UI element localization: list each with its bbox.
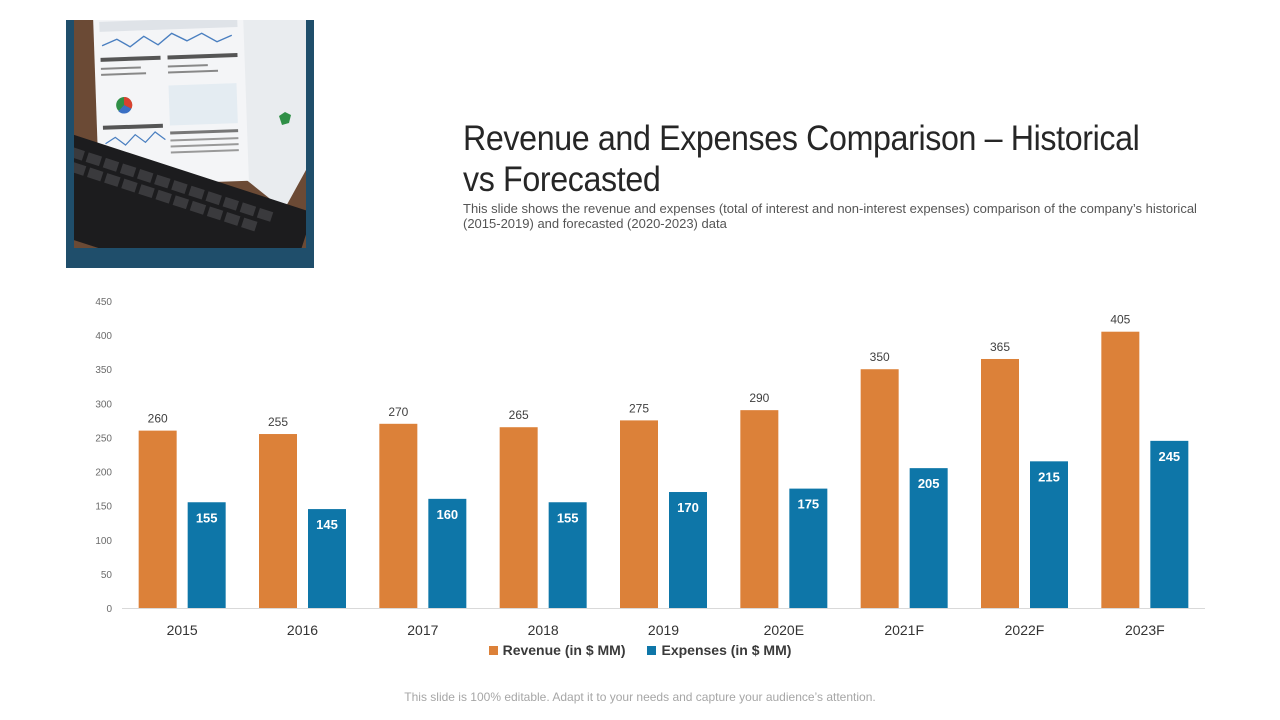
data-label-expenses: 145 [316, 517, 338, 532]
x-tick-label: 2017 [407, 622, 438, 638]
y-tick-label: 150 [95, 502, 112, 513]
data-label-expenses: 215 [1038, 469, 1060, 484]
data-label-revenue: 255 [268, 415, 288, 429]
x-tick-label: 2022F [1005, 622, 1045, 638]
legend-item-expenses: Expenses (in $ MM) [647, 642, 791, 658]
dashboard-photo-illustration [74, 20, 306, 248]
data-label-expenses: 155 [557, 510, 579, 525]
bar-revenue [860, 369, 899, 608]
x-tick-label: 2018 [528, 622, 559, 638]
bar-expenses [1150, 440, 1189, 608]
x-tick-label: 2019 [648, 622, 679, 638]
y-tick-label: 100 [95, 536, 112, 547]
x-tick-label: 2015 [167, 622, 198, 638]
chart-legend: Revenue (in $ MM) Expenses (in $ MM) [0, 642, 1280, 658]
data-label-expenses: 160 [436, 507, 458, 522]
y-tick-label: 250 [95, 433, 112, 444]
data-label-revenue: 270 [388, 405, 408, 419]
data-label-revenue: 265 [509, 408, 529, 422]
y-tick-label: 350 [95, 365, 112, 376]
y-tick-label: 0 [106, 604, 112, 615]
bar-revenue [259, 434, 297, 608]
data-label-revenue: 290 [749, 391, 769, 405]
slide-title: Revenue and Expenses Comparison – Histor… [463, 119, 1140, 199]
bar-expenses [428, 498, 467, 608]
data-label-expenses: 170 [677, 500, 699, 515]
legend-swatch-revenue [488, 645, 498, 655]
bar-expenses [1030, 461, 1068, 608]
bar-expenses [308, 509, 346, 608]
y-tick-label: 400 [95, 331, 112, 342]
data-label-revenue: 365 [990, 340, 1010, 354]
data-label-expenses: 155 [196, 510, 218, 525]
x-tick-label: 2023F [1125, 622, 1165, 638]
dashboard-photo [74, 20, 306, 248]
data-label-revenue: 260 [148, 412, 168, 426]
data-label-revenue: 405 [1110, 313, 1130, 327]
data-label-revenue: 275 [629, 401, 649, 415]
bar-expenses [669, 492, 707, 608]
data-label-revenue: 350 [870, 350, 890, 364]
bar-revenue [620, 420, 658, 608]
x-tick-label: 2020E [764, 622, 804, 638]
y-tick-label: 50 [101, 570, 113, 581]
legend-label-revenue: Revenue (in $ MM) [502, 642, 626, 658]
bar-expenses [909, 468, 948, 608]
y-tick-label: 200 [95, 468, 112, 479]
legend-item-revenue: Revenue (in $ MM) [488, 642, 626, 658]
bar-expenses [548, 502, 587, 608]
bar-expenses [789, 488, 828, 608]
legend-label-expenses: Expenses (in $ MM) [661, 642, 792, 658]
bar-revenue [1101, 331, 1140, 608]
bar-chart: 0 50 100 150 200 250 300 350 400 450 260 155 2015 255… [95, 297, 1205, 638]
data-label-expenses: 175 [797, 497, 819, 512]
slide-photo-frame [66, 20, 314, 268]
slide-footer-note: This slide is 100% editable. Adapt it to… [404, 690, 876, 704]
slide-subtitle: This slide shows the revenue and expense… [463, 201, 1197, 231]
legend-swatch-expenses [647, 645, 657, 655]
data-label-expenses: 245 [1158, 449, 1180, 464]
y-tick-label: 300 [95, 399, 112, 410]
bar-revenue [981, 358, 1019, 608]
bar-revenue [499, 427, 538, 608]
bar-revenue [138, 430, 177, 608]
x-tick-label: 2021F [884, 622, 924, 638]
bar-expenses [187, 502, 226, 608]
bar-revenue [740, 410, 779, 608]
x-tick-label: 2016 [287, 622, 318, 638]
bar-revenue [379, 423, 418, 608]
data-label-expenses: 205 [918, 476, 940, 491]
y-tick-label: 450 [95, 297, 112, 308]
